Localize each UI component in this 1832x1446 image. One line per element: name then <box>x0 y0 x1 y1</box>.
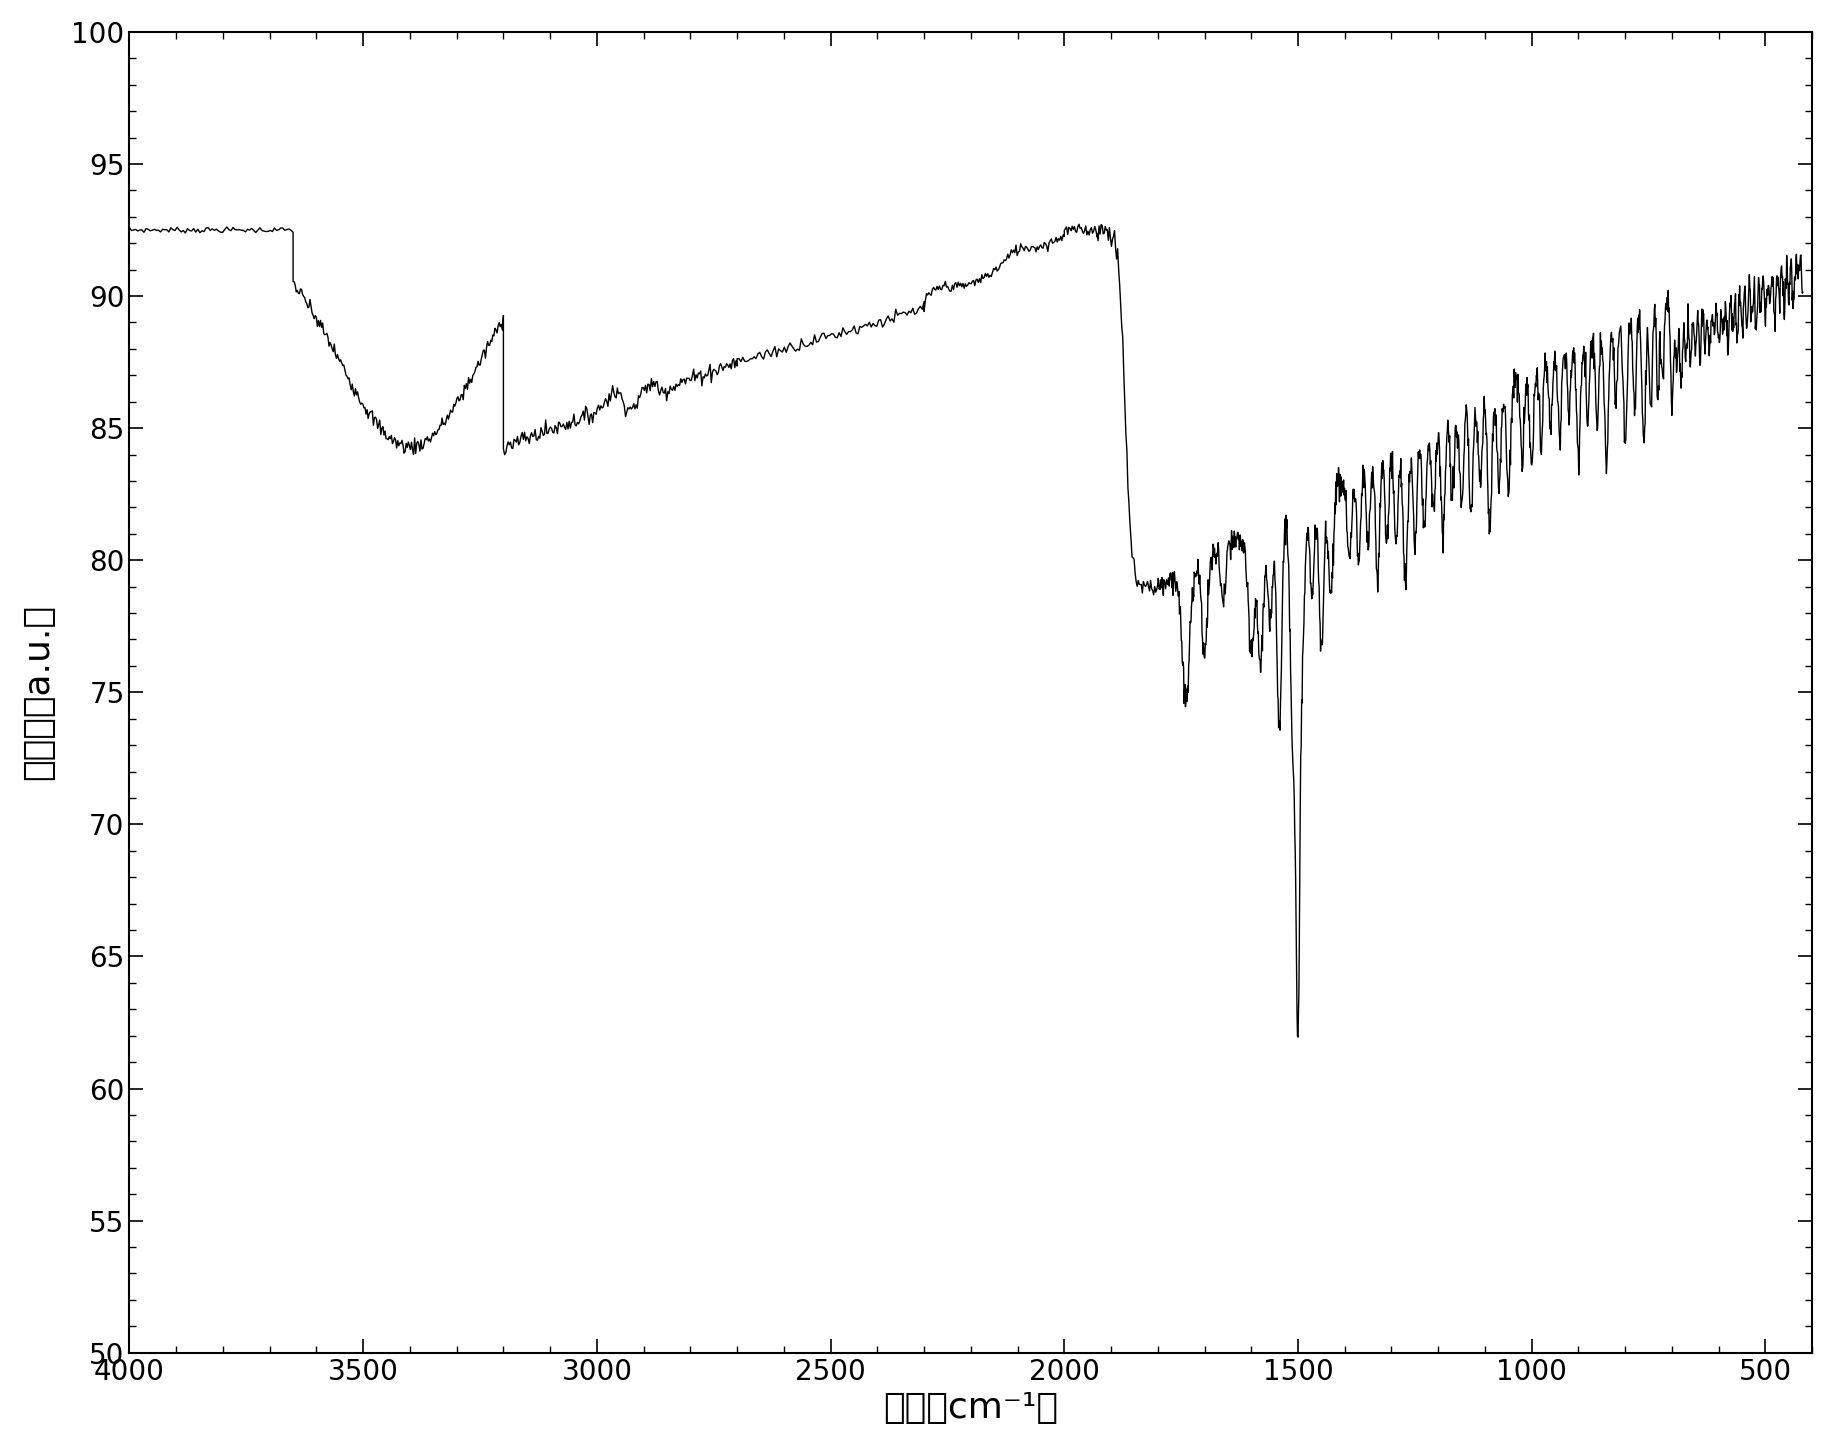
X-axis label: 波数（cm⁻¹）: 波数（cm⁻¹） <box>883 1391 1057 1426</box>
Y-axis label: 吸收率（a.u.）: 吸收率（a.u.） <box>20 604 55 781</box>
